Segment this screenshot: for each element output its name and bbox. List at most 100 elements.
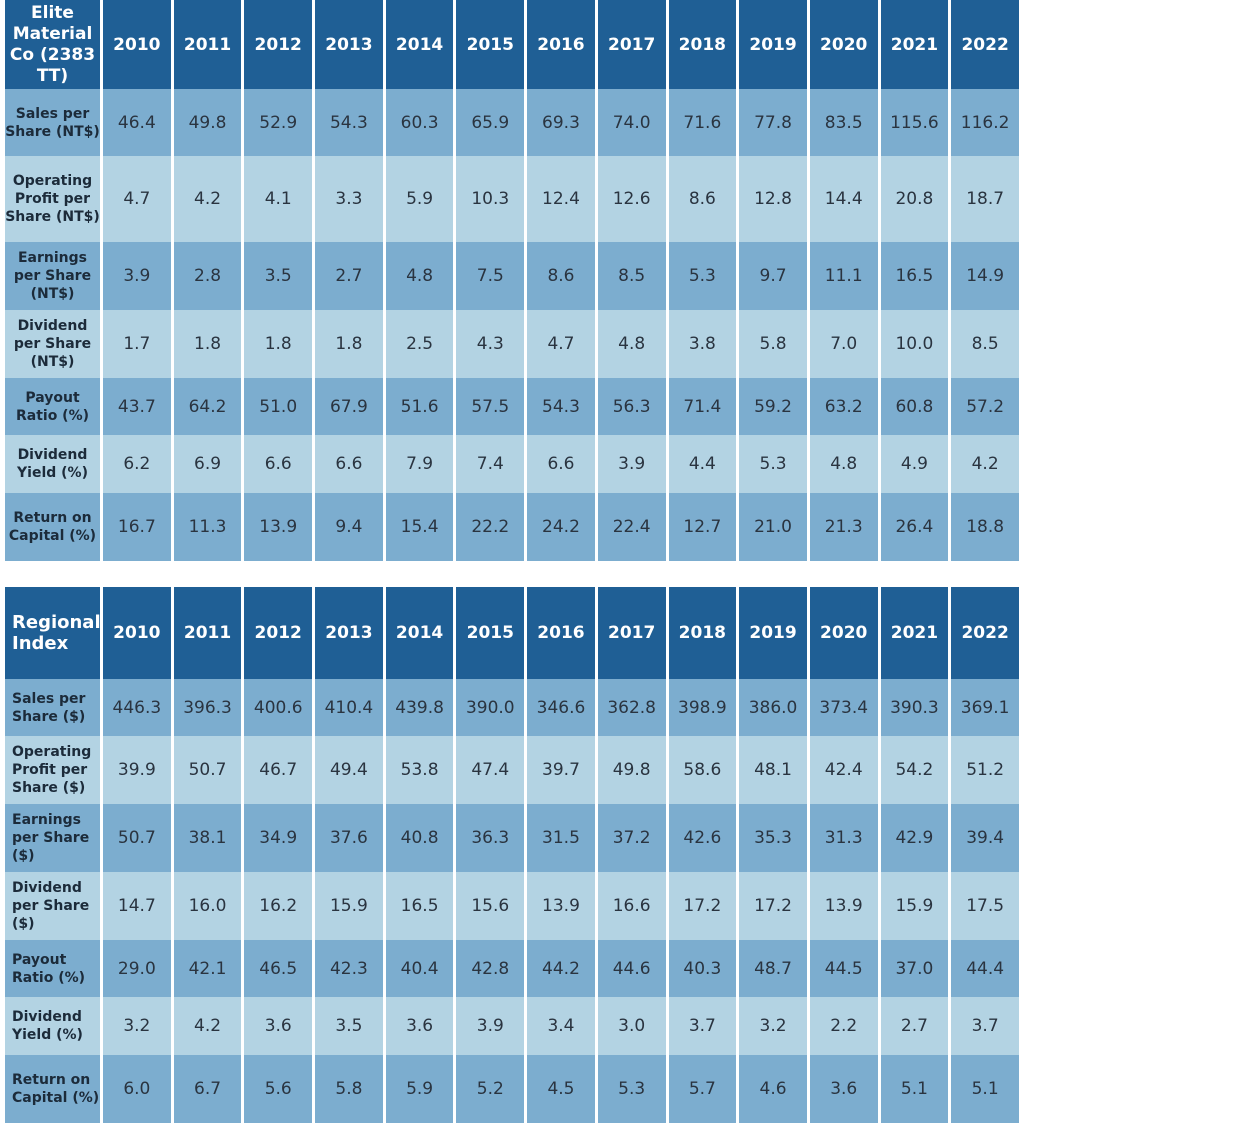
data-cell: 13.9 [809,872,878,940]
data-cell: 44.5 [809,940,878,997]
table-row: Operating Profit per Share ($) 39.9 50.7 46… [5,736,1019,804]
table-title: Regional Index [5,587,101,679]
data-cell: 2.5 [385,310,454,378]
data-cell: 5.7 [668,1055,737,1123]
data-cell: 15.9 [880,872,949,940]
data-cell: 5.8 [739,310,807,378]
data-cell: 47.4 [456,736,525,804]
regional-index-table: Regional Index 2010 2011 2012 2013 2014 … [2,587,1022,1123]
data-cell: 5.3 [739,435,807,493]
data-cell: 3.9 [103,242,171,310]
data-cell: 8.5 [597,242,666,310]
data-cell: 4.4 [668,435,737,493]
data-cell: 12.6 [597,156,666,242]
data-cell: 51.2 [951,736,1019,804]
data-cell: 386.0 [739,679,807,736]
data-cell: 400.6 [244,679,313,736]
data-cell: 49.4 [315,736,383,804]
data-cell: 9.7 [739,242,807,310]
year-header: 2014 [385,0,454,89]
data-cell: 3.7 [951,997,1019,1055]
data-cell: 9.4 [315,493,383,561]
row-label: Operating Profit per Share ($) [5,736,100,804]
data-cell: 17.2 [668,872,737,940]
year-header: 2012 [244,587,313,679]
data-cell: 12.7 [668,493,737,561]
data-cell: 3.6 [385,997,454,1055]
row-label: Dividend Yield (%) [5,435,100,493]
data-cell: 50.7 [103,804,171,872]
data-cell: 3.5 [315,997,383,1055]
data-cell: 21.3 [809,493,878,561]
data-cell: 42.6 [668,804,737,872]
data-cell: 15.9 [315,872,383,940]
data-cell: 396.3 [173,679,242,736]
data-cell: 10.0 [880,310,949,378]
row-label: Sales per Share ($) [5,679,100,736]
data-cell: 3.6 [244,997,313,1055]
data-cell: 56.3 [597,378,666,435]
data-cell: 4.6 [739,1055,807,1123]
row-label: Operating Profit per Share (NT$) [5,156,100,242]
table-row: Operating Profit per Share (NT$) 4.7 4.2 4.… [5,156,1019,242]
data-cell: 44.2 [527,940,595,997]
data-cell: 390.0 [456,679,525,736]
data-cell: 46.7 [244,736,313,804]
data-cell: 14.7 [103,872,171,940]
year-header: 2012 [244,0,313,89]
data-cell: 71.4 [668,378,737,435]
year-header: 2011 [173,0,242,89]
data-cell: 13.9 [527,872,595,940]
year-header: 2022 [951,587,1019,679]
data-cell: 116.2 [951,89,1019,156]
data-cell: 4.8 [809,435,878,493]
data-cell: 60.8 [880,378,949,435]
data-cell: 35.3 [739,804,807,872]
row-label: Sales per Share (NT$) [5,89,100,156]
year-header: 2014 [385,587,454,679]
data-cell: 52.9 [244,89,313,156]
data-cell: 5.2 [456,1055,525,1123]
data-cell: 5.6 [244,1055,313,1123]
data-cell: 12.4 [527,156,595,242]
year-header: 2017 [597,0,666,89]
table-row: Dividend per Share (NT$) 1.7 1.8 1.8 1.8 2.5 4… [5,310,1019,378]
elite-material-table: Elite Material Co (2383 TT) 2010 2011 20… [2,0,1022,561]
row-label: Earnings per Share (NT$) [5,242,100,310]
table-row: Payout Ratio (%) 43.7 64.2 51.0 67.9 51.6 57.5… [5,378,1019,435]
data-cell: 4.1 [244,156,313,242]
data-cell: 5.8 [315,1055,383,1123]
data-cell: 69.3 [527,89,595,156]
data-cell: 14.4 [809,156,878,242]
data-cell: 49.8 [597,736,666,804]
row-label: Dividend per Share (NT$) [5,310,100,378]
header-row: Regional Index 2010 2011 2012 2013 2014 … [5,587,1019,679]
data-cell: 8.6 [668,156,737,242]
data-cell: 1.8 [315,310,383,378]
data-cell: 40.3 [668,940,737,997]
data-cell: 48.1 [739,736,807,804]
data-cell: 36.3 [456,804,525,872]
data-cell: 40.4 [385,940,454,997]
data-cell: 18.8 [951,493,1019,561]
data-cell: 64.2 [173,378,242,435]
year-header: 2020 [809,0,878,89]
data-cell: 10.3 [456,156,525,242]
year-header: 2013 [315,0,383,89]
data-cell: 18.7 [951,156,1019,242]
data-cell: 74.0 [597,89,666,156]
data-cell: 37.0 [880,940,949,997]
data-cell: 43.7 [103,378,171,435]
data-cell: 8.5 [951,310,1019,378]
row-label: Dividend Yield (%) [5,997,100,1055]
data-cell: 4.3 [456,310,525,378]
row-label: Payout Ratio (%) [5,378,100,435]
data-cell: 54.3 [527,378,595,435]
year-header: 2020 [809,587,878,679]
data-cell: 1.7 [103,310,171,378]
data-cell: 5.9 [385,1055,454,1123]
data-cell: 4.8 [385,242,454,310]
table-row: Dividend Yield (%) 6.2 6.9 6.6 6.6 7.9 7.4 6.6 3… [5,435,1019,493]
data-cell: 6.6 [527,435,595,493]
data-cell: 3.2 [739,997,807,1055]
